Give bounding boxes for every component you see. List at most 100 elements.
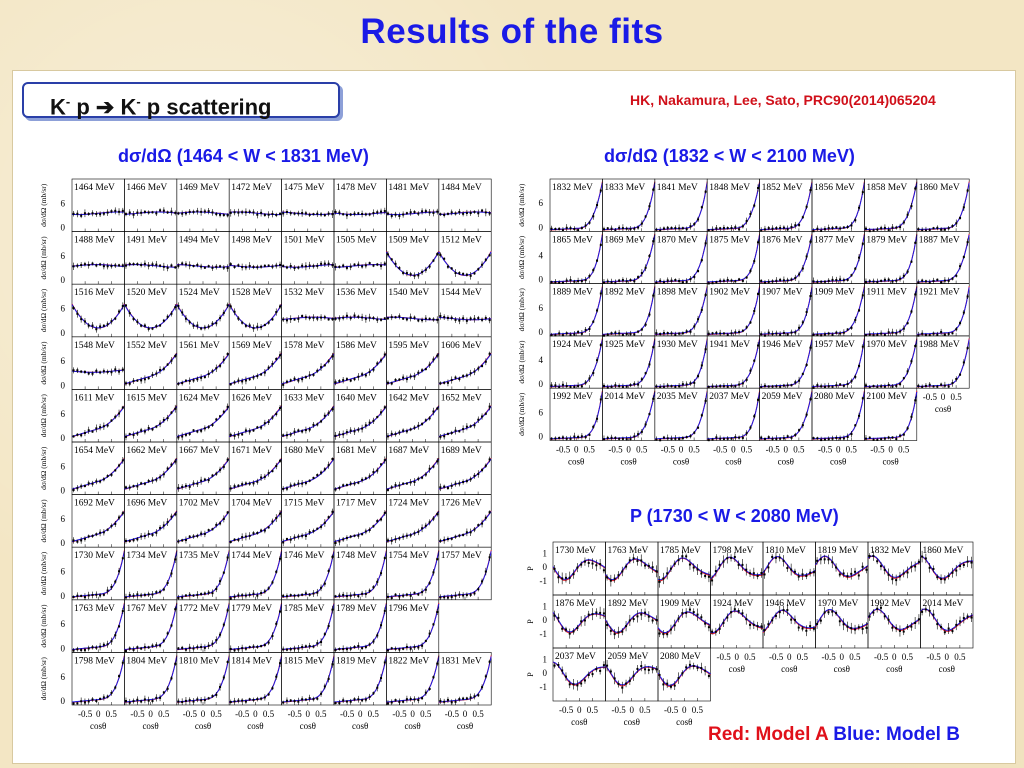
- data-point: [610, 436, 613, 439]
- data-point: [704, 242, 707, 245]
- data-point: [928, 609, 931, 612]
- data-point: [737, 563, 740, 566]
- x-tick-label: 0.5: [849, 652, 861, 662]
- model-a-curve: [124, 510, 178, 543]
- data-point: [402, 594, 405, 597]
- data-point: [741, 612, 744, 615]
- data-point: [947, 574, 950, 577]
- data-point: [432, 517, 435, 520]
- data-point: [95, 427, 98, 430]
- data-point: [749, 572, 752, 575]
- x-tick-label: 0.5: [898, 445, 910, 455]
- data-point: [864, 227, 867, 230]
- energy-label: 1488 MeV: [74, 236, 115, 246]
- data-point: [599, 398, 602, 401]
- data-point: [613, 633, 616, 636]
- data-point: [880, 438, 883, 441]
- data-point: [655, 438, 658, 441]
- data-point: [450, 379, 453, 382]
- data-point: [87, 212, 90, 215]
- data-point: [203, 478, 206, 481]
- x-tick-label: -0.5: [608, 445, 623, 455]
- data-point: [421, 697, 424, 700]
- energy-label: 1667 MeV: [179, 446, 220, 456]
- data-point: [256, 594, 259, 597]
- energy-label: 1726 MeV: [441, 499, 482, 509]
- energy-label: 1889 MeV: [552, 288, 593, 298]
- data-point: [906, 571, 909, 574]
- data-point: [858, 364, 861, 367]
- data-point: [842, 331, 845, 334]
- data-point: [413, 646, 416, 649]
- data-point: [275, 465, 278, 468]
- data-point: [707, 575, 710, 578]
- data-point: [592, 269, 595, 272]
- x-tick-label: 0.5: [793, 445, 805, 455]
- data-point: [595, 564, 598, 567]
- energy-label: 1860 MeV: [923, 546, 964, 556]
- data-point: [959, 216, 962, 219]
- data-point: [80, 214, 83, 217]
- energy-label: 1484 MeV: [441, 183, 482, 193]
- data-point: [883, 333, 886, 336]
- data-point: [432, 211, 435, 214]
- data-point: [707, 626, 710, 629]
- data-point: [334, 210, 337, 213]
- dsdo-high-label: dσ/dΩ (1832 < W < 2100 MeV): [604, 146, 855, 166]
- data-point: [693, 275, 696, 278]
- data-point: [237, 433, 240, 436]
- data-point: [114, 368, 117, 371]
- data-point: [184, 433, 187, 436]
- data-point: [481, 318, 484, 321]
- data-point: [577, 436, 580, 439]
- data-point: [820, 229, 823, 232]
- model-a-curve: [867, 555, 921, 579]
- data-point: [760, 571, 763, 574]
- x-tick-label: 0: [787, 652, 792, 662]
- data-point: [790, 568, 793, 571]
- model-a-curve: [333, 457, 387, 490]
- data-point: [361, 427, 364, 430]
- data-point: [602, 664, 605, 667]
- data-point: [87, 324, 90, 327]
- data-point: [364, 530, 367, 533]
- data-point: [323, 214, 326, 217]
- data-point: [304, 265, 307, 268]
- model-b-curve: [71, 603, 125, 650]
- data-point: [308, 374, 311, 377]
- y-tick-label: 1: [543, 601, 548, 611]
- data-point: [947, 332, 950, 335]
- data-point: [711, 282, 714, 285]
- data-point: [465, 697, 468, 700]
- data-point: [248, 324, 251, 327]
- energy-label: 1633 MeV: [284, 393, 325, 403]
- data-point: [260, 326, 263, 329]
- data-point: [450, 537, 453, 540]
- data-point: [606, 436, 609, 439]
- data-point: [644, 215, 647, 218]
- data-point: [383, 609, 386, 612]
- data-point: [312, 645, 315, 648]
- model-b-curve: [386, 458, 440, 490]
- data-point: [114, 317, 117, 320]
- data-point: [417, 274, 420, 277]
- data-point: [469, 212, 472, 215]
- data-point: [688, 663, 691, 666]
- data-point: [320, 316, 323, 319]
- data-point: [110, 265, 113, 268]
- data-point: [386, 212, 389, 215]
- model-b-curve: [552, 661, 606, 685]
- data-point: [345, 595, 348, 598]
- data-point: [644, 372, 647, 375]
- data-point: [715, 385, 718, 388]
- data-point: [689, 435, 692, 438]
- data-point: [647, 668, 650, 671]
- data-point: [779, 278, 782, 281]
- data-point: [936, 333, 939, 336]
- data-point: [477, 472, 480, 475]
- data-point: [114, 415, 117, 418]
- energy-label: 1772 MeV: [179, 604, 220, 614]
- data-point: [580, 620, 583, 623]
- data-point: [805, 629, 808, 632]
- model-a-curve: [657, 611, 711, 635]
